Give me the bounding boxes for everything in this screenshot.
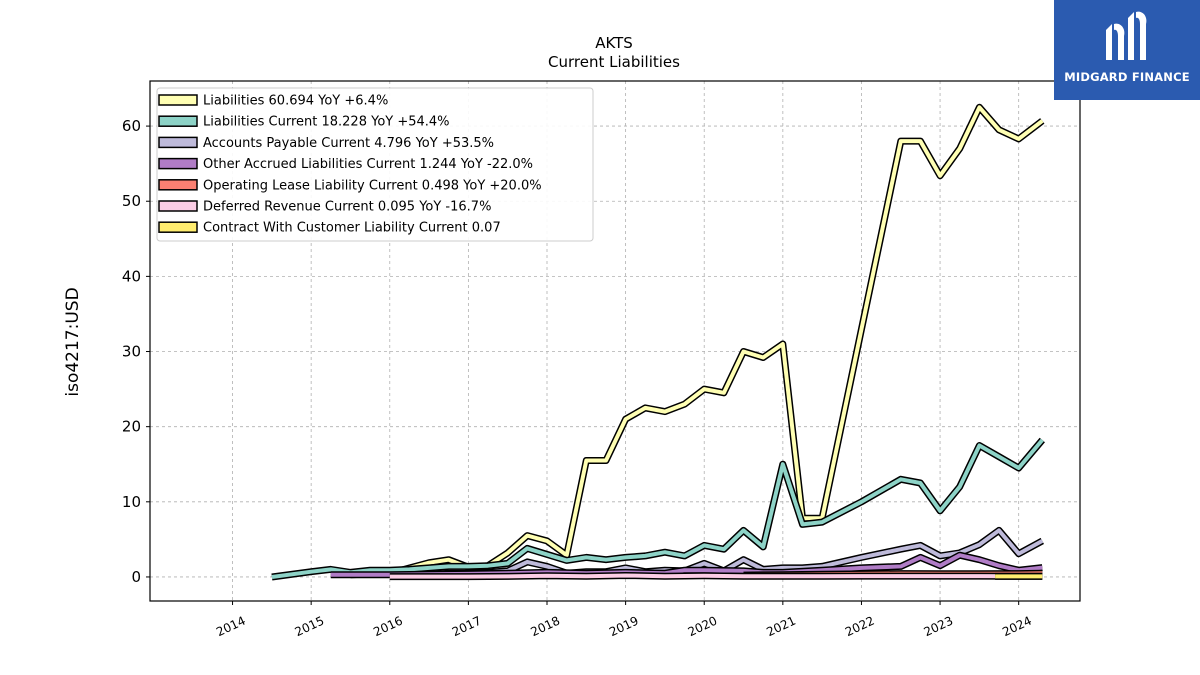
y-tick-label: 50 [122,192,141,210]
legend-swatch [158,221,198,233]
logo-mark-icon [1106,11,1147,61]
chart-subtitle: Current Liabilities [548,53,680,71]
x-axis-ticks: 2014 2015 2016 2017 2018 2019 2020 2021 2022 2023… [214,601,1034,639]
chart-title: AKTS [595,34,633,52]
x-tick-label: 2018 [529,614,563,640]
plot-frame [149,80,1081,602]
x-tick-label: 2014 [214,614,248,640]
y-tick-label: 30 [122,343,141,361]
chart-legend: Liabilities 60.694 YoY +6.4% Liabilities … [156,87,594,242]
series-line [389,573,1043,579]
y-axis-ticks: 0 10 20 30 40 50 60 [122,117,150,586]
series-5 [389,572,1043,581]
x-tick-label: 2020 [686,614,720,640]
x-tick-label: 2024 [1000,614,1034,640]
logo-text: MIDGARD FINANCE [1064,70,1190,84]
legend-label: Accounts Payable Current 4.796 YoY +53.5… [203,136,494,151]
legend-label: Operating Lease Liability Current 0.498 … [203,178,542,193]
x-tick-label: 2021 [764,614,798,640]
y-tick-label: 0 [131,568,141,586]
legend-swatch [158,179,198,191]
legend-label: Other Accrued Liabilities Current 1.244 … [203,157,533,172]
legend-swatch [158,115,198,127]
legend-label: Deferred Revenue Current 0.095 YoY -16.7… [203,200,491,215]
legend-swatch [158,94,198,106]
x-tick-label: 2019 [607,614,641,640]
series-line [271,438,1044,579]
legend-swatch [158,200,198,212]
legend-label: Liabilities Current 18.228 YoY +54.4% [203,115,450,130]
series-layer [271,103,1045,581]
y-tick-label: 10 [122,493,141,511]
legend-box [156,87,594,242]
x-tick-label: 2023 [922,614,956,640]
x-tick-label: 2015 [293,614,327,640]
y-tick-label: 20 [122,418,141,436]
legend-swatch [158,157,198,170]
legend-label: Liabilities 60.694 YoY +6.4% [203,94,388,109]
y-tick-label: 40 [122,267,141,285]
series-1 [271,437,1045,581]
x-tick-label: 2016 [371,614,405,640]
brand-logo: MIDGARD FINANCE [1054,0,1200,100]
y-tick-label: 60 [122,117,141,135]
y-axis-label: iso4217:USD [63,287,83,396]
grid-lines [150,81,1080,601]
legend-swatch [158,136,198,149]
x-tick-label: 2022 [843,614,877,640]
legend-label: Contract With Customer Liability Current… [203,221,501,236]
x-tick-label: 2017 [450,614,484,640]
